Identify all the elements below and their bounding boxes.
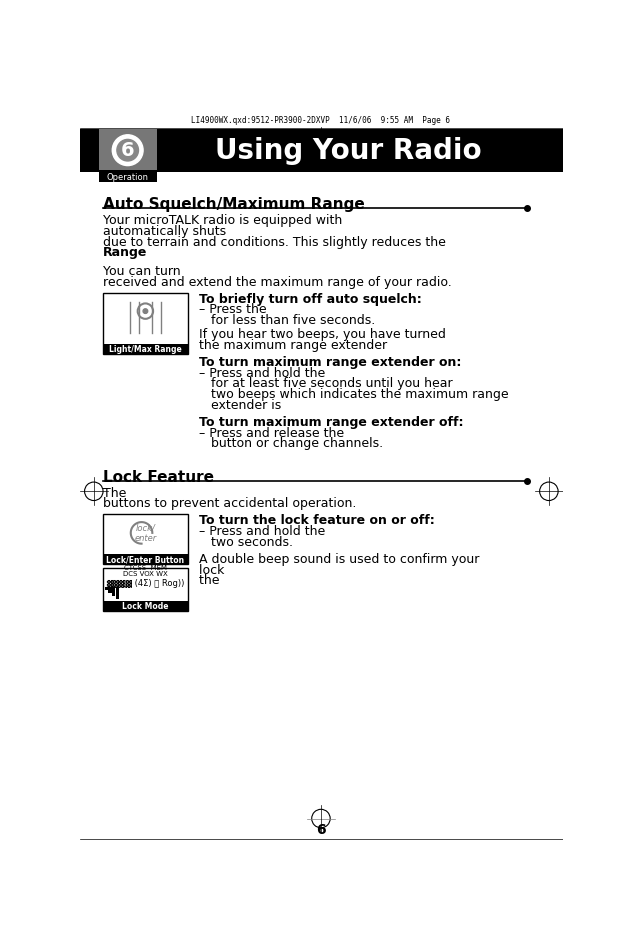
Text: – Press and hold the: – Press and hold the	[199, 367, 330, 380]
Bar	[103, 568, 187, 611]
Bar	[103, 344, 187, 354]
Text: ▓▓▓▓ (4Σ) 🔒 Rog)): ▓▓▓▓ (4Σ) 🔒 Rog))	[106, 580, 184, 588]
Text: To briefly turn off auto squelch:: To briefly turn off auto squelch:	[199, 293, 422, 306]
Text: To turn maximum range extender on:: To turn maximum range extender on:	[199, 356, 461, 369]
Bar	[108, 587, 112, 593]
Text: – Press the: – Press the	[199, 303, 271, 316]
Circle shape	[143, 309, 148, 314]
Text: You can turn: You can turn	[103, 265, 185, 278]
Text: lock/
enter: lock/ enter	[134, 523, 157, 542]
Text: Range: Range	[103, 246, 147, 259]
Text: for at least five seconds until you hear: for at least five seconds until you hear	[199, 377, 453, 390]
Text: buttons to prevent accidental operation.: buttons to prevent accidental operation.	[103, 498, 356, 510]
Text: – Press and release the: – Press and release the	[199, 427, 349, 440]
Text: CTCSS  MEM: CTCSS MEM	[124, 565, 167, 571]
Bar	[103, 514, 187, 564]
Bar	[80, 129, 563, 172]
Text: Lock Mode: Lock Mode	[122, 601, 169, 611]
Text: for less than five seconds.: for less than five seconds.	[199, 314, 376, 327]
Text: The: The	[103, 486, 130, 500]
Text: To turn maximum range extender off:: To turn maximum range extender off:	[199, 416, 464, 428]
Text: two beeps which indicates the maximum range: two beeps which indicates the maximum ra…	[199, 389, 509, 401]
Text: lock: lock	[199, 563, 229, 577]
Text: automatically shuts: automatically shuts	[103, 225, 230, 238]
Text: 6: 6	[316, 823, 326, 837]
Bar	[99, 171, 157, 181]
Text: button or change channels.: button or change channels.	[199, 437, 384, 450]
Bar	[99, 129, 157, 170]
Bar	[112, 587, 115, 596]
Bar	[103, 293, 187, 354]
Bar	[103, 555, 187, 564]
Text: LI4900WX.qxd:9512-PR3900-2DXVP  11/6/06  9:55 AM  Page 6: LI4900WX.qxd:9512-PR3900-2DXVP 11/6/06 9…	[191, 117, 450, 125]
Bar	[103, 600, 187, 611]
Text: Light/Max Range: Light/Max Range	[109, 345, 182, 354]
Text: the: the	[199, 575, 224, 587]
Text: received and extend the maximum range of your radio.: received and extend the maximum range of…	[103, 276, 452, 289]
Circle shape	[117, 140, 139, 161]
Bar	[116, 587, 119, 599]
Text: the maximum range extender: the maximum range extender	[199, 339, 391, 352]
Text: Lock Feature: Lock Feature	[103, 469, 214, 484]
Text: Using Your Radio: Using Your Radio	[214, 137, 482, 165]
Text: Auto Squelch/Maximum Range: Auto Squelch/Maximum Range	[103, 198, 365, 212]
Text: A double beep sound is used to confirm your: A double beep sound is used to confirm y…	[199, 553, 480, 566]
Text: If you hear two beeps, you have turned: If you hear two beeps, you have turned	[199, 328, 446, 341]
Text: – Press and hold the: – Press and hold the	[199, 525, 330, 539]
Bar	[105, 587, 108, 590]
Text: To turn the lock feature on or off:: To turn the lock feature on or off:	[199, 514, 435, 527]
Text: due to terrain and conditions. This slightly reduces the: due to terrain and conditions. This slig…	[103, 236, 450, 249]
Text: DCS VOX WX: DCS VOX WX	[123, 572, 168, 578]
Text: Operation: Operation	[107, 173, 149, 181]
Text: two seconds.: two seconds.	[199, 536, 293, 549]
Circle shape	[112, 135, 143, 165]
Text: Your microTALK radio is equipped with: Your microTALK radio is equipped with	[103, 214, 346, 227]
Text: Lock/Enter Button: Lock/Enter Button	[107, 556, 184, 564]
Text: 6: 6	[121, 141, 135, 160]
Text: extender is: extender is	[199, 399, 285, 412]
